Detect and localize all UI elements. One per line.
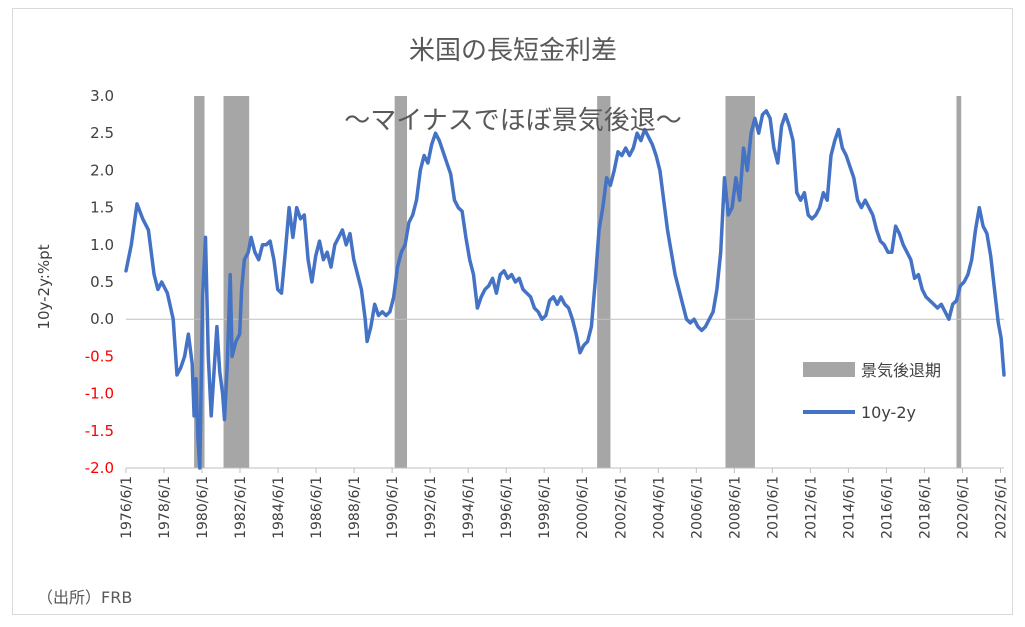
legend-line-label: 10y-2y bbox=[861, 403, 916, 422]
x-tick-label: 1982/6/1 bbox=[233, 476, 249, 539]
x-tick-label: 2004/6/1 bbox=[651, 476, 667, 539]
x-tick-label: 1996/6/1 bbox=[499, 476, 515, 539]
y-tick-label: -0.5 bbox=[85, 347, 114, 365]
x-tick-label: 2022/6/1 bbox=[994, 476, 1010, 539]
chart-axes bbox=[126, 318, 1004, 469]
recession-band-1 bbox=[223, 96, 250, 468]
legend-recession-label: 景気後退期 bbox=[861, 361, 941, 380]
x-tick-label: 1984/6/1 bbox=[271, 476, 287, 539]
x-tick-label: 1992/6/1 bbox=[423, 476, 439, 539]
x-tick-label: 1990/6/1 bbox=[385, 476, 401, 539]
recession-band-2 bbox=[394, 96, 408, 468]
y-tick-label: 0.5 bbox=[90, 273, 114, 291]
source-note: （出所）FRB bbox=[37, 588, 132, 607]
x-tick-label: 1988/6/1 bbox=[347, 476, 363, 539]
line-chart: 3.0 2.5 2.0 1.5 1.0 0.5 0.0 -0.5 -1.0 -1.5 -2.0 19… bbox=[35, 36, 1010, 607]
x-tick-label: 2008/6/1 bbox=[727, 476, 743, 539]
chart-frame: 3.0 2.5 2.0 1.5 1.0 0.5 0.0 -0.5 -1.0 -1.5 -2.0 19… bbox=[12, 8, 1013, 615]
y-tick-label: 2.5 bbox=[90, 124, 114, 142]
y-tick-label: 1.0 bbox=[90, 236, 114, 254]
x-tick-label: 1998/6/1 bbox=[537, 476, 553, 539]
recession-band-5 bbox=[956, 96, 962, 468]
recession-band-3 bbox=[597, 96, 611, 468]
legend: 景気後退期 10y-2y bbox=[803, 361, 941, 422]
legend-recession-swatch bbox=[803, 362, 855, 377]
y-tick-label: 0.0 bbox=[90, 310, 114, 328]
x-tick-label: 2018/6/1 bbox=[917, 476, 933, 539]
y-tick-label: 1.5 bbox=[90, 199, 114, 217]
recession-bands bbox=[194, 96, 962, 468]
y-axis-label: 10y-2y:%pt bbox=[35, 244, 53, 329]
y-tick-label: -1.5 bbox=[85, 422, 114, 440]
x-tick-label: 1978/6/1 bbox=[157, 476, 173, 539]
y-tick-labels: 3.0 2.5 2.0 1.5 1.0 0.5 0.0 -0.5 -1.0 -1.5 -2.0 bbox=[85, 87, 114, 477]
y-tick-label: -2.0 bbox=[85, 459, 114, 477]
x-tick-label: 2000/6/1 bbox=[575, 476, 591, 539]
x-tick-label: 2016/6/1 bbox=[879, 476, 895, 539]
x-tick-label: 2010/6/1 bbox=[765, 476, 781, 539]
x-tick-label: 1976/6/1 bbox=[119, 476, 135, 539]
x-tick-label: 2002/6/1 bbox=[613, 476, 629, 539]
x-tick-label: 2012/6/1 bbox=[803, 476, 819, 539]
x-tick-label: 2014/6/1 bbox=[841, 476, 857, 539]
chart-title: 米国の長短金利差 bbox=[409, 36, 617, 66]
x-tick-label: 2006/6/1 bbox=[689, 476, 705, 539]
chart-subtitle: ～マイナスでほぼ景気後退～ bbox=[344, 106, 681, 136]
x-tick-label: 1994/6/1 bbox=[461, 476, 477, 539]
x-tick-label: 1986/6/1 bbox=[309, 476, 325, 539]
x-tick-label: 1980/6/1 bbox=[195, 476, 211, 539]
series-lines bbox=[124, 109, 1006, 470]
series-line-0 bbox=[124, 109, 1006, 470]
y-tick-label: -1.0 bbox=[85, 385, 114, 403]
y-tick-label: 2.0 bbox=[90, 161, 114, 179]
y-tick-label: 3.0 bbox=[90, 87, 114, 105]
x-tick-labels: 1976/6/1 1978/6/1 1980/6/1 1982/6/1 1984/6/1… bbox=[119, 468, 1010, 539]
x-tick-label: 2020/6/1 bbox=[955, 476, 971, 539]
recession-band-0 bbox=[194, 96, 205, 468]
